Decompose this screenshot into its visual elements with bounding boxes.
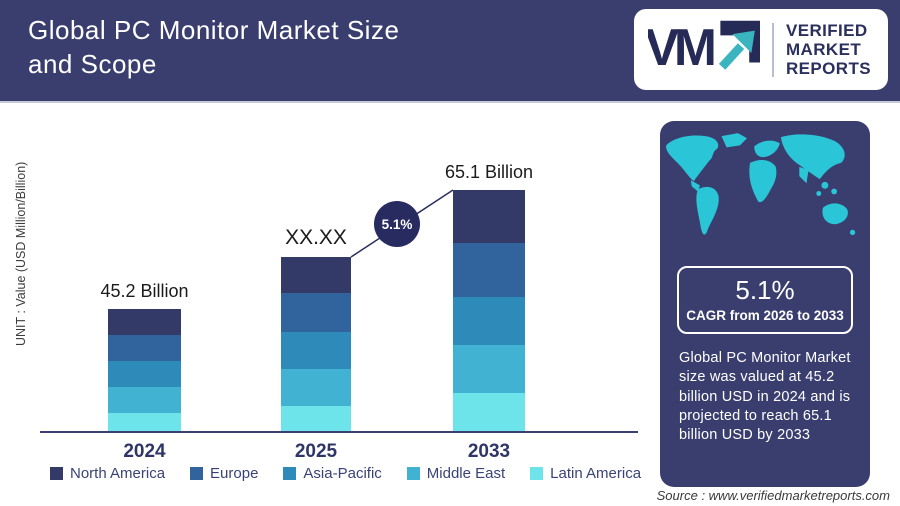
bar-value-label: 65.1 Billion xyxy=(444,162,534,182)
legend-swatch-icon xyxy=(530,467,544,480)
legend-label: Europe xyxy=(210,465,259,482)
chart-legend: North America Europe Asia-Pacific Middle Ea… xyxy=(50,465,641,482)
world-map xyxy=(660,129,870,262)
stacked-bar-2025 xyxy=(281,257,351,433)
legend-label: Asia-Pacific xyxy=(303,465,382,482)
page-title-line1: Global PC Monitor Market Size xyxy=(28,15,400,45)
cagr-value: 5.1% xyxy=(735,275,795,305)
vmr-logo-mark-icon: VM xyxy=(645,18,764,81)
legend-item-europe: Europe xyxy=(190,465,258,482)
bar-segment-asia-pacific xyxy=(453,297,525,345)
bar-segment-europe xyxy=(281,293,351,332)
vmr-logo: VM VERIFIED MARKET REPORTS xyxy=(634,9,888,90)
bar-segment-middle-east xyxy=(453,345,525,393)
x-axis-line xyxy=(40,431,638,433)
legend-swatch-icon xyxy=(406,467,420,480)
cagr-circle-badge xyxy=(374,201,420,247)
cagr-circle-label: 5.1% xyxy=(382,217,413,232)
legend-item-asia-pacific: Asia-Pacific xyxy=(283,465,382,482)
brand-line: REPORTS xyxy=(786,59,871,79)
brand-line: MARKET xyxy=(786,39,862,59)
summary-panel: 5.1% CAGR from 2026 to 2033 Global PC Mo… xyxy=(660,121,870,487)
bar-segment-north-america xyxy=(453,190,525,243)
legend-swatch-icon xyxy=(50,467,63,480)
x-tick-2024: 2024 xyxy=(123,441,166,462)
bar-segment-latin-america xyxy=(281,406,351,433)
legend-label: Middle East xyxy=(426,465,506,482)
bar-value-label: XX.XX xyxy=(285,226,347,249)
bar-segment-north-america xyxy=(108,309,181,335)
bar-segment-north-america xyxy=(281,257,351,293)
brand-name: VERIFIED MARKET REPORTS xyxy=(786,21,871,78)
legend-swatch-icon xyxy=(283,467,297,480)
x-tick-2025: 2025 xyxy=(294,441,338,462)
x-tick-2033: 2033 xyxy=(467,441,511,462)
legend-item-north-america: North America xyxy=(50,465,165,482)
stacked-bar-2024 xyxy=(108,309,181,433)
legend-label: Latin America xyxy=(550,465,642,482)
svg-text:VM: VM xyxy=(648,18,714,76)
bar-segment-asia-pacific xyxy=(281,332,351,369)
market-summary-text: Global PC Monitor Market size was valued… xyxy=(679,350,851,444)
bar-segment-latin-america xyxy=(108,413,181,433)
header-banner: Global PC Monitor Market Size and Scope … xyxy=(0,0,900,103)
bar-segment-europe xyxy=(453,243,525,297)
logo-divider xyxy=(772,22,774,77)
legend-item-latin-america: Latin America xyxy=(530,465,641,482)
source-attribution: Source : www.verifiedmarketreports.com xyxy=(656,488,890,503)
cagr-caption: CAGR from 2026 to 2033 xyxy=(686,308,844,323)
legend-item-middle-east: Middle East xyxy=(406,465,506,482)
bar-segment-latin-america xyxy=(453,393,525,433)
bar-segment-middle-east xyxy=(281,369,351,406)
page-title: Global PC Monitor Market Size and Scope xyxy=(28,13,399,82)
bar-segment-europe xyxy=(108,335,181,361)
stacked-bar-2033 xyxy=(453,190,525,433)
legend-label: North America xyxy=(70,465,166,482)
bar-value-label: 45.2 Billion xyxy=(100,281,189,301)
cagr-box: 5.1% CAGR from 2026 to 2033 xyxy=(677,266,853,334)
bar-segment-asia-pacific xyxy=(108,361,181,387)
legend-swatch-icon xyxy=(190,467,204,480)
y-axis-label: UNIT : Value (USD Million/Billion) xyxy=(14,161,28,347)
brand-line: VERIFIED xyxy=(786,20,868,40)
bar-segment-middle-east xyxy=(108,387,181,413)
page-title-line2: and Scope xyxy=(28,49,157,80)
